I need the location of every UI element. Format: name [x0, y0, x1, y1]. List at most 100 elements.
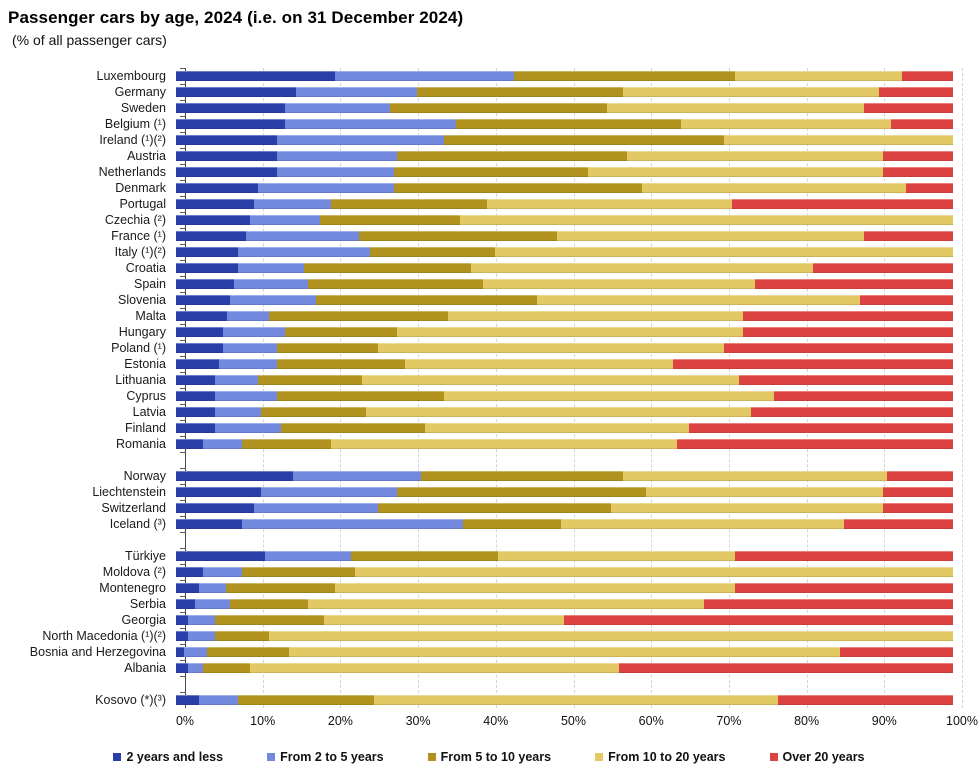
stacked-bar	[176, 695, 953, 705]
y-axis-line	[185, 68, 186, 708]
bar-segment	[187, 631, 215, 641]
legend-swatch	[595, 753, 604, 761]
legend-item: From 2 to 5 years	[267, 750, 384, 764]
bar-segment	[176, 71, 336, 81]
bar-segment	[195, 599, 231, 609]
chart-row: Bosnia and Herzegovina	[8, 644, 970, 660]
bar-segment	[844, 519, 953, 529]
bar-segment	[176, 103, 285, 113]
bar-segment	[296, 87, 417, 97]
legend-label: From 5 to 10 years	[440, 750, 552, 764]
bar-segment	[277, 391, 445, 401]
stacked-bar	[176, 263, 953, 273]
country-label: Lithuania	[115, 373, 166, 387]
country-label: Slovenia	[118, 293, 166, 307]
stacked-bar	[176, 167, 953, 177]
chart-row: Denmark	[8, 180, 970, 196]
stacked-bar	[176, 247, 953, 257]
bar-segment	[230, 295, 316, 305]
country-label: Cyprus	[126, 389, 166, 403]
bar-segment	[743, 327, 953, 337]
gridline	[573, 68, 575, 708]
bar-segment	[455, 119, 682, 129]
bar-segment	[840, 647, 953, 657]
bar-segment	[245, 231, 359, 241]
bar-segment	[176, 167, 277, 177]
stacked-bar	[176, 567, 953, 577]
chart-row: Switzerland	[8, 500, 970, 516]
bar-segment	[234, 279, 309, 289]
bar-segment	[176, 567, 204, 577]
bar-segment	[358, 231, 557, 241]
bar-segment	[277, 135, 445, 145]
bar-segment	[743, 311, 953, 321]
bar-segment	[226, 311, 270, 321]
chart-row: Finland	[8, 420, 970, 436]
bar-segment	[447, 311, 744, 321]
chart-row: Moldova (²)	[8, 564, 970, 580]
bar-segment	[681, 119, 891, 129]
chart-row: Albania	[8, 660, 970, 676]
stacked-bar	[176, 87, 953, 97]
bar-segment	[249, 215, 320, 225]
country-label: Romania	[115, 437, 166, 451]
bar-segment	[366, 407, 751, 417]
country-label: Norway	[123, 469, 166, 483]
bar-segment	[393, 167, 588, 177]
country-label: Finland	[125, 421, 166, 435]
bar-segment	[642, 183, 907, 193]
bar-segment	[370, 247, 495, 257]
legend-label: 2 years and less	[126, 750, 224, 764]
bar-segment	[176, 663, 188, 673]
country-label: Spain	[134, 277, 166, 291]
bar-segment	[176, 599, 196, 609]
bar-segment	[393, 183, 643, 193]
bar-segment	[222, 327, 285, 337]
bar-segment	[459, 215, 953, 225]
chart-row: Portugal	[8, 196, 970, 212]
stacked-bar	[176, 327, 953, 337]
bar-segment	[214, 631, 270, 641]
legend-label: From 10 to 20 years	[608, 750, 726, 764]
country-label: Poland (¹)	[111, 341, 166, 355]
bar-segment	[222, 343, 277, 353]
bar-segment	[253, 199, 332, 209]
country-label: Montenegro	[99, 581, 166, 595]
bar-segment	[486, 199, 732, 209]
bar-segment	[257, 183, 394, 193]
bar-segment	[739, 375, 953, 385]
country-label: Switzerland	[101, 501, 166, 515]
chart-row: Norway	[8, 468, 970, 484]
bar-segment	[587, 167, 884, 177]
bar-segment	[335, 583, 736, 593]
stacked-bar	[176, 503, 953, 513]
stacked-bar	[176, 647, 953, 657]
bar-segment	[176, 263, 239, 273]
bar-segment	[308, 599, 705, 609]
bar-segment	[214, 407, 262, 417]
country-label: Germany	[114, 85, 166, 99]
bar-segment	[389, 103, 608, 113]
country-label: Hungary	[118, 325, 166, 339]
x-axis-tick-label: 70%	[716, 714, 742, 728]
bar-segment	[176, 391, 215, 401]
group-spacer	[8, 532, 970, 548]
chart-row: Austria	[8, 148, 970, 164]
bar-segment	[735, 583, 953, 593]
chart-row: Lithuania	[8, 372, 970, 388]
bar-segment	[230, 599, 309, 609]
stacked-bar	[176, 583, 953, 593]
gridlines-layer	[185, 68, 963, 708]
bar-segment	[350, 551, 499, 561]
bar-segment	[886, 471, 953, 481]
chart-row: Hungary	[8, 324, 970, 340]
country-label: Estonia	[124, 357, 166, 371]
legend-item: From 10 to 20 years	[595, 750, 726, 764]
country-label: France (¹)	[111, 229, 166, 243]
bar-segment	[319, 215, 460, 225]
stacked-bar	[176, 183, 953, 193]
bar-segment	[750, 407, 953, 417]
x-axis-tick-label: 90%	[871, 714, 897, 728]
bar-segment	[735, 71, 903, 81]
chart-row: Sweden	[8, 100, 970, 116]
